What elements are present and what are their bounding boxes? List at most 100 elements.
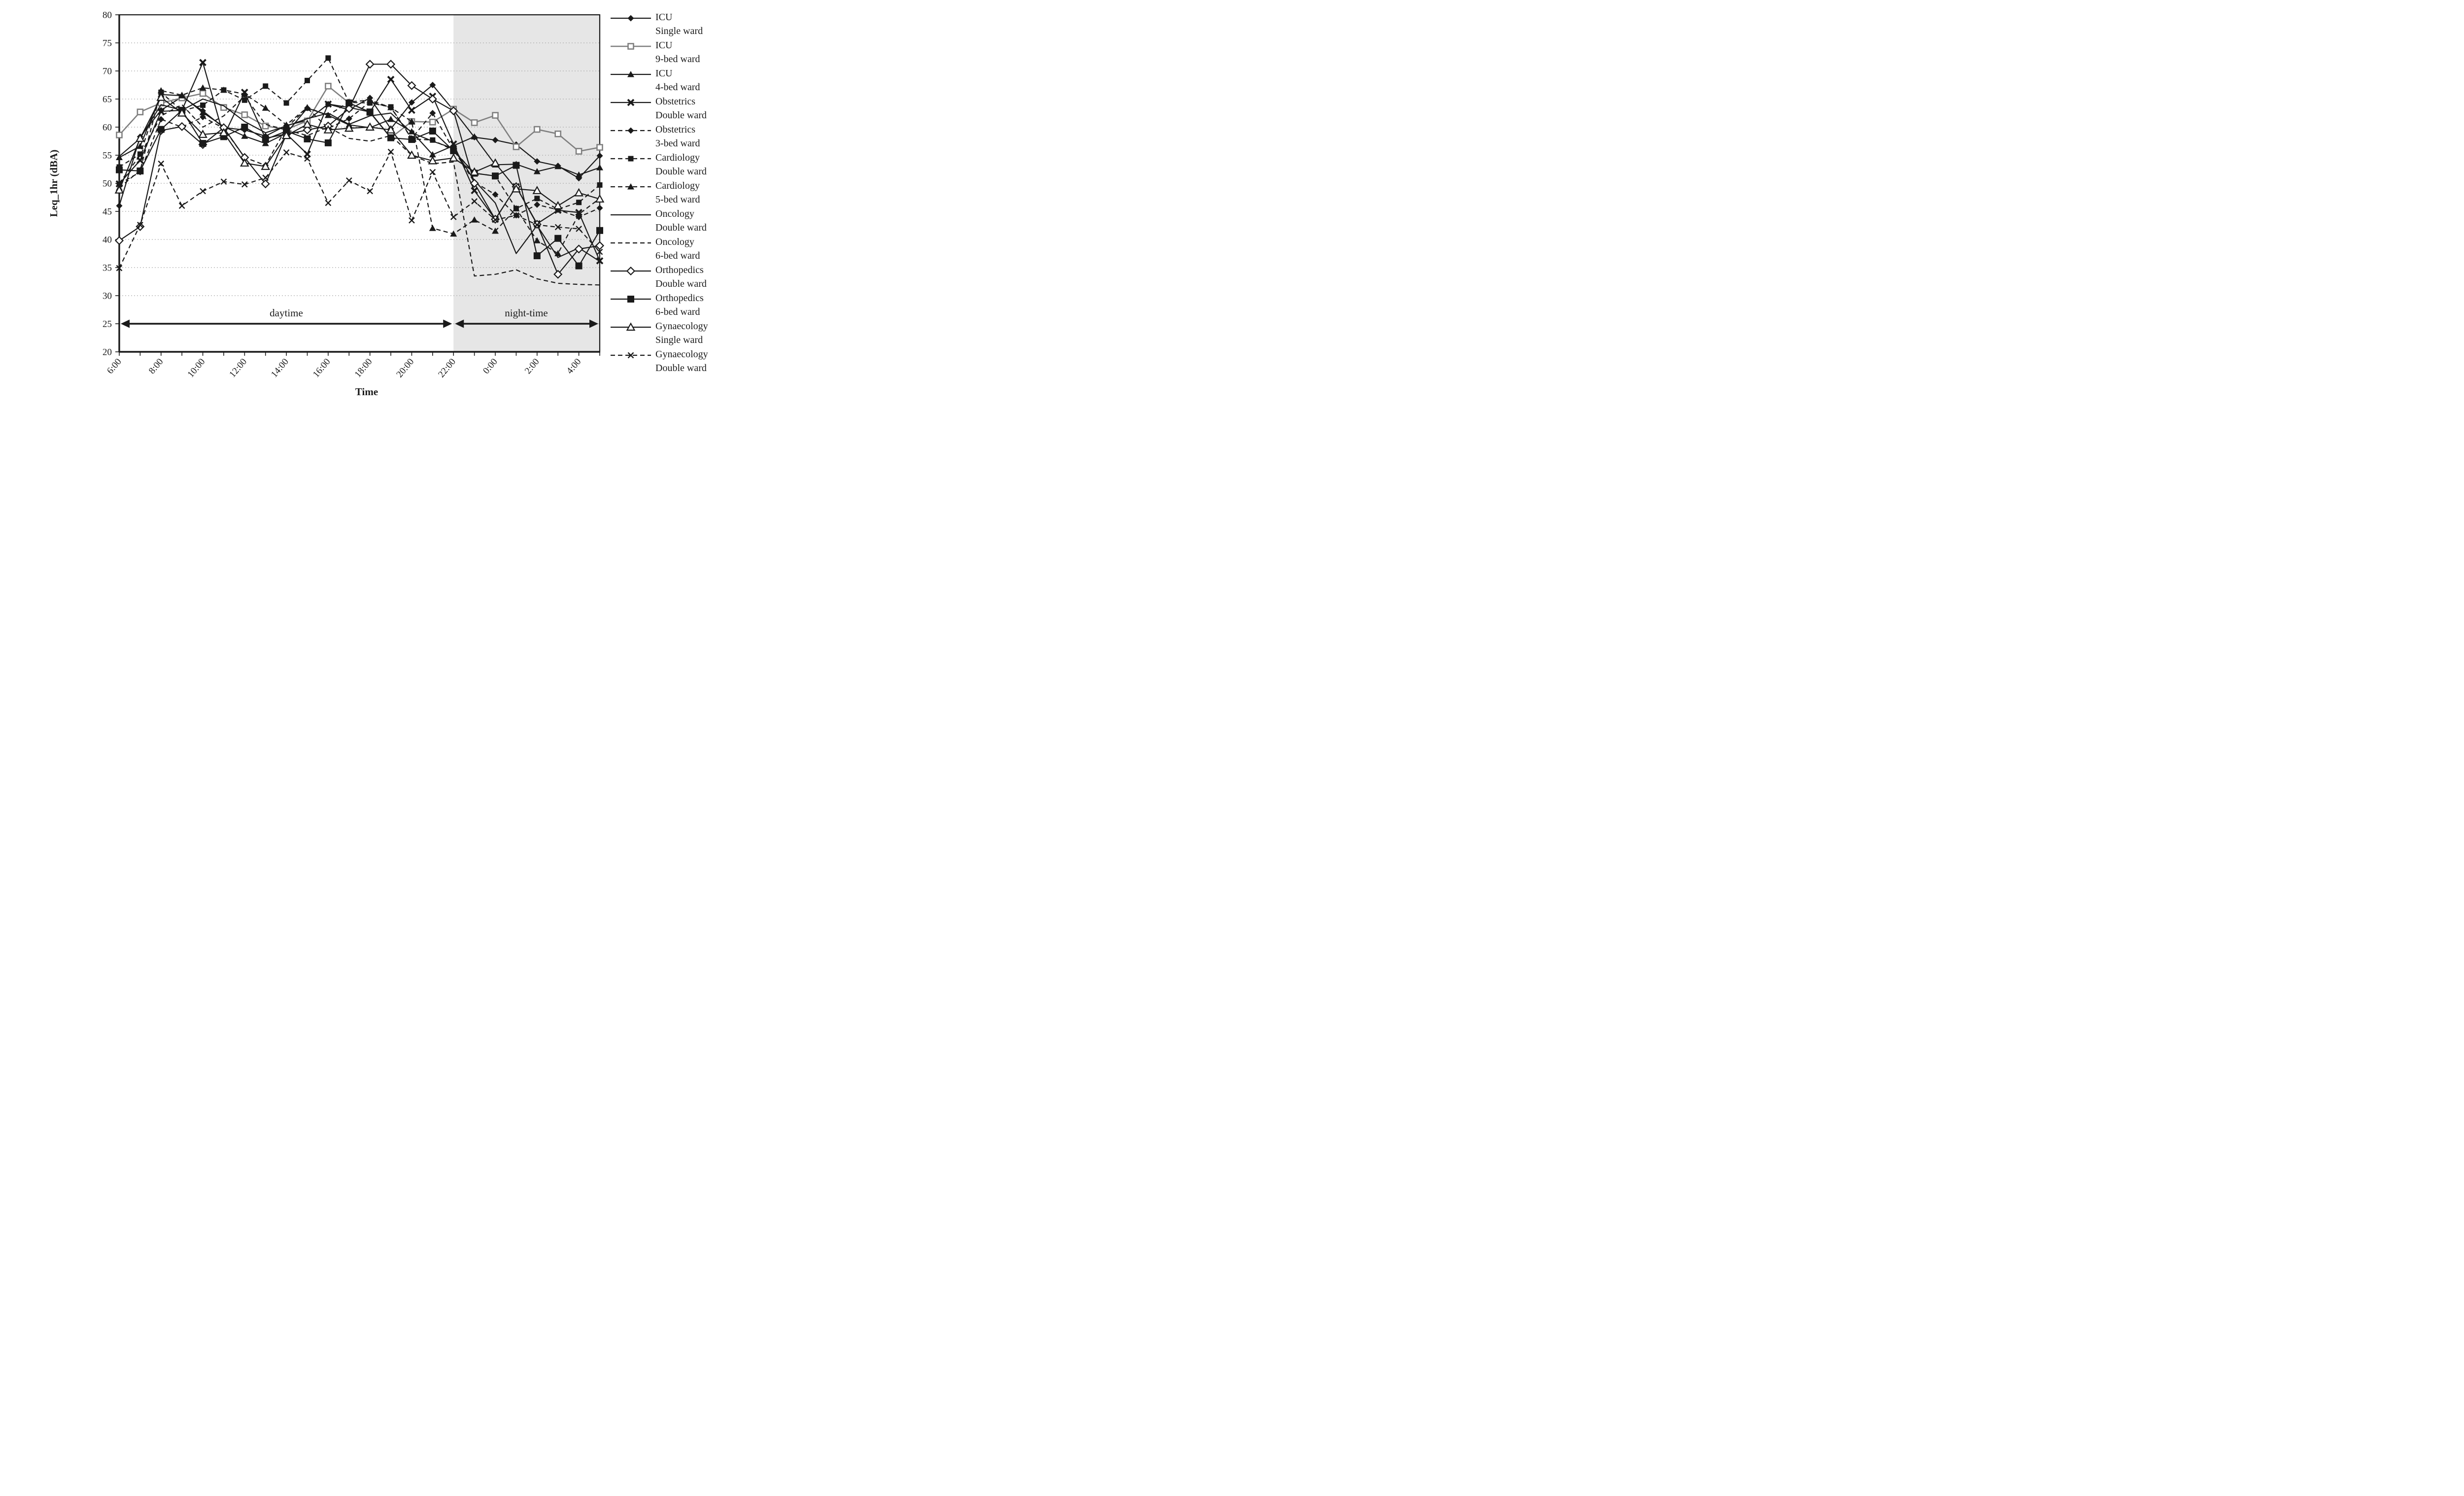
legend-label-line2: 5-bed ward bbox=[655, 194, 700, 205]
marker-x-thin bbox=[220, 178, 227, 185]
x-tick-label: 16:00 bbox=[311, 357, 333, 380]
legend-swatch bbox=[611, 43, 651, 50]
x-tick-label: 8:00 bbox=[147, 357, 166, 376]
series-line bbox=[119, 57, 600, 210]
series-line bbox=[119, 64, 600, 275]
marker-triangle-filled bbox=[241, 90, 248, 97]
marker-square-filled bbox=[576, 200, 582, 205]
legend-swatch bbox=[611, 71, 651, 77]
marker-square-filled-big bbox=[241, 124, 248, 131]
marker-triangle-filled bbox=[575, 210, 582, 217]
marker-triangle-open bbox=[156, 92, 166, 101]
marker-triangle-filled bbox=[324, 112, 332, 118]
marker-triangle-open bbox=[219, 128, 229, 136]
marker-triangle-filled bbox=[178, 92, 186, 98]
marker-triangle-filled bbox=[533, 168, 541, 174]
marker-diamond-open bbox=[261, 179, 270, 189]
marker-square-open bbox=[429, 118, 436, 126]
marker-triangle-open bbox=[198, 130, 207, 138]
legend-swatch bbox=[611, 99, 651, 106]
legend-swatch bbox=[611, 156, 651, 162]
y-tick-label: 60 bbox=[103, 123, 112, 133]
marker-triangle-filled bbox=[533, 237, 541, 243]
marker-x-thin bbox=[283, 149, 290, 156]
series-oncology-double-ward bbox=[119, 98, 600, 262]
legend-label-line1: ICU bbox=[655, 68, 673, 79]
marker-diamond-open bbox=[470, 178, 479, 188]
y-tick-label: 50 bbox=[103, 179, 112, 189]
legend-swatch bbox=[611, 266, 651, 276]
y-tick-label: 35 bbox=[103, 263, 112, 273]
legend-label: Gynaecology Double ward bbox=[655, 348, 708, 375]
legend-swatch bbox=[611, 127, 651, 134]
arrow-head-left bbox=[121, 319, 130, 328]
legend-label: Cardiology 5-bed ward bbox=[655, 179, 700, 206]
marker-square-filled bbox=[534, 196, 540, 202]
legend-label: Oncology Double ward bbox=[655, 207, 707, 235]
marker-x-thin bbox=[471, 198, 478, 204]
y-tick-label: 20 bbox=[103, 347, 112, 358]
legend-swatch bbox=[611, 242, 651, 244]
legend: ICU Single ward ICU 9-bed ward ICU 4-bed ward… bbox=[610, 11, 761, 376]
marker-triangle-filled bbox=[492, 227, 499, 234]
marker-x-thin bbox=[492, 216, 499, 223]
marker-triangle-filled bbox=[220, 86, 227, 93]
marker-diamond-filled bbox=[596, 152, 603, 159]
marker-square-filled-big bbox=[554, 235, 562, 242]
marker-diamond-filled bbox=[408, 99, 415, 106]
marker-diamond-open bbox=[428, 94, 437, 104]
marker-square-filled-big bbox=[262, 136, 269, 143]
marker-triangle-filled bbox=[450, 230, 457, 237]
legend-entry: Cardiology Double ward bbox=[610, 151, 761, 179]
legend-label: ICU 4-bed ward bbox=[655, 67, 700, 94]
marker-x-thin bbox=[513, 212, 519, 219]
marker-square-open bbox=[554, 130, 562, 137]
series-gynaecology-single-ward bbox=[114, 92, 605, 209]
marker-triangle-filled bbox=[387, 104, 395, 110]
legend-label-line2: Double ward bbox=[655, 278, 707, 289]
series-line bbox=[118, 84, 600, 206]
marker-triangle-filled bbox=[157, 87, 165, 94]
marker-square-filled bbox=[597, 182, 603, 188]
x-tick-label: 10:00 bbox=[185, 357, 207, 380]
marker-triangle-filled bbox=[627, 71, 634, 77]
marker-triangle-open bbox=[553, 201, 563, 209]
marker-diamond-open bbox=[303, 125, 312, 135]
marker-x-bold bbox=[199, 59, 206, 67]
x-tick-label: 0:00 bbox=[481, 357, 500, 376]
series-line bbox=[118, 97, 600, 206]
y-tick-label: 45 bbox=[103, 207, 112, 217]
x-tick-label-group: 18:00 bbox=[353, 357, 375, 380]
marker-square-filled-big bbox=[513, 162, 520, 169]
marker-diamond-filled bbox=[534, 158, 541, 165]
legend-label-line2: 3-bed ward bbox=[655, 137, 700, 149]
marker-square-filled-big bbox=[366, 108, 374, 116]
marker-square-open bbox=[241, 111, 248, 118]
marker-triangle-open bbox=[512, 184, 521, 193]
marker-triangle-filled bbox=[366, 97, 374, 103]
marker-square-filled-big bbox=[324, 139, 332, 146]
legend-swatch bbox=[611, 15, 651, 22]
series-line bbox=[119, 87, 600, 254]
marker-x-thin bbox=[429, 169, 436, 175]
marker-x-thin bbox=[596, 248, 603, 255]
x-tick-label: 22:00 bbox=[436, 357, 458, 380]
marker-diamond-open bbox=[114, 236, 124, 245]
marker-square-filled-big bbox=[596, 227, 603, 234]
marker-x-thin bbox=[534, 222, 541, 228]
marker-diamond-filled bbox=[429, 82, 436, 88]
y-tick-label: 75 bbox=[103, 38, 112, 49]
marker-square-open bbox=[492, 112, 499, 119]
legend-entry: Obstetrics Double ward bbox=[610, 95, 761, 123]
marker-x-thin bbox=[304, 155, 310, 162]
marker-triangle-open bbox=[626, 322, 636, 331]
legend-label: ICU Single ward bbox=[655, 11, 703, 38]
marker-triangle-filled bbox=[262, 140, 269, 146]
marker-triangle-filled bbox=[199, 84, 206, 91]
marker-square-open bbox=[325, 82, 332, 90]
x-tick-label: 18:00 bbox=[353, 357, 375, 380]
legend-label-line2: Double ward bbox=[655, 166, 707, 177]
x-tick-label: 14:00 bbox=[269, 357, 291, 380]
marker-square-open bbox=[471, 119, 478, 126]
marker-square-filled-big bbox=[199, 140, 206, 147]
